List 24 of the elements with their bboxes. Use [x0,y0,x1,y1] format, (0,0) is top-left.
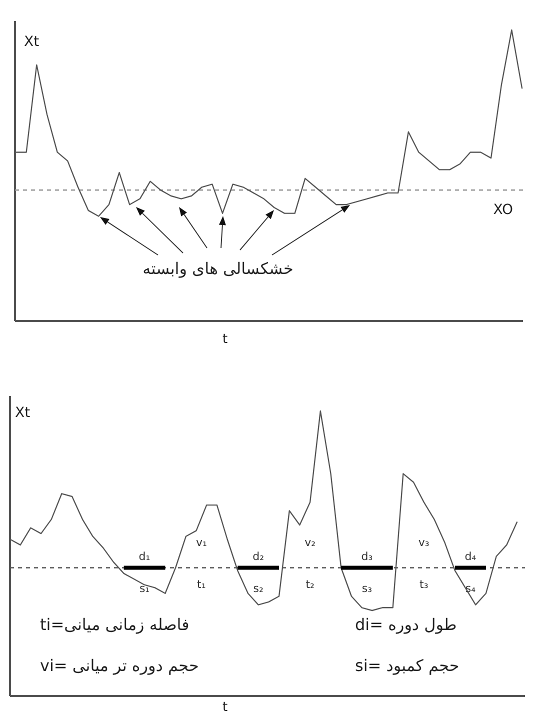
annotation: v₂ [304,536,316,549]
annotation: t₁ [197,578,206,591]
x-axis-title: t [222,332,228,347]
annotation: t₃ [420,578,428,591]
annotation: d₃ [361,550,373,563]
annotation: s₂ [253,582,264,595]
annotation: v₃ [418,536,430,549]
y-axis-title: Xt [24,34,40,50]
annotation: si= حجم کمبود [355,656,460,675]
annotation: ti=فاصله زمانی میانی [40,615,190,634]
annotation: t₂ [306,578,314,591]
ref-line-label: XO [493,202,513,218]
annotation: v₁ [196,536,207,549]
y-axis-title: Xt [15,405,31,421]
annotation: vi= حجم دوره تر میانی [40,656,199,675]
x-axis-title: t [222,700,228,714]
annotation: di= طول دوره [355,615,457,634]
annotation: s₁ [139,582,150,595]
annotation: d₁ [138,550,150,563]
annotation: s₃ [362,582,372,595]
annotation: d₄ [464,550,477,563]
annotation: s₄ [465,582,476,595]
annotation: d₂ [252,550,264,563]
annotation: خشکسالی های وابسته [142,259,294,278]
